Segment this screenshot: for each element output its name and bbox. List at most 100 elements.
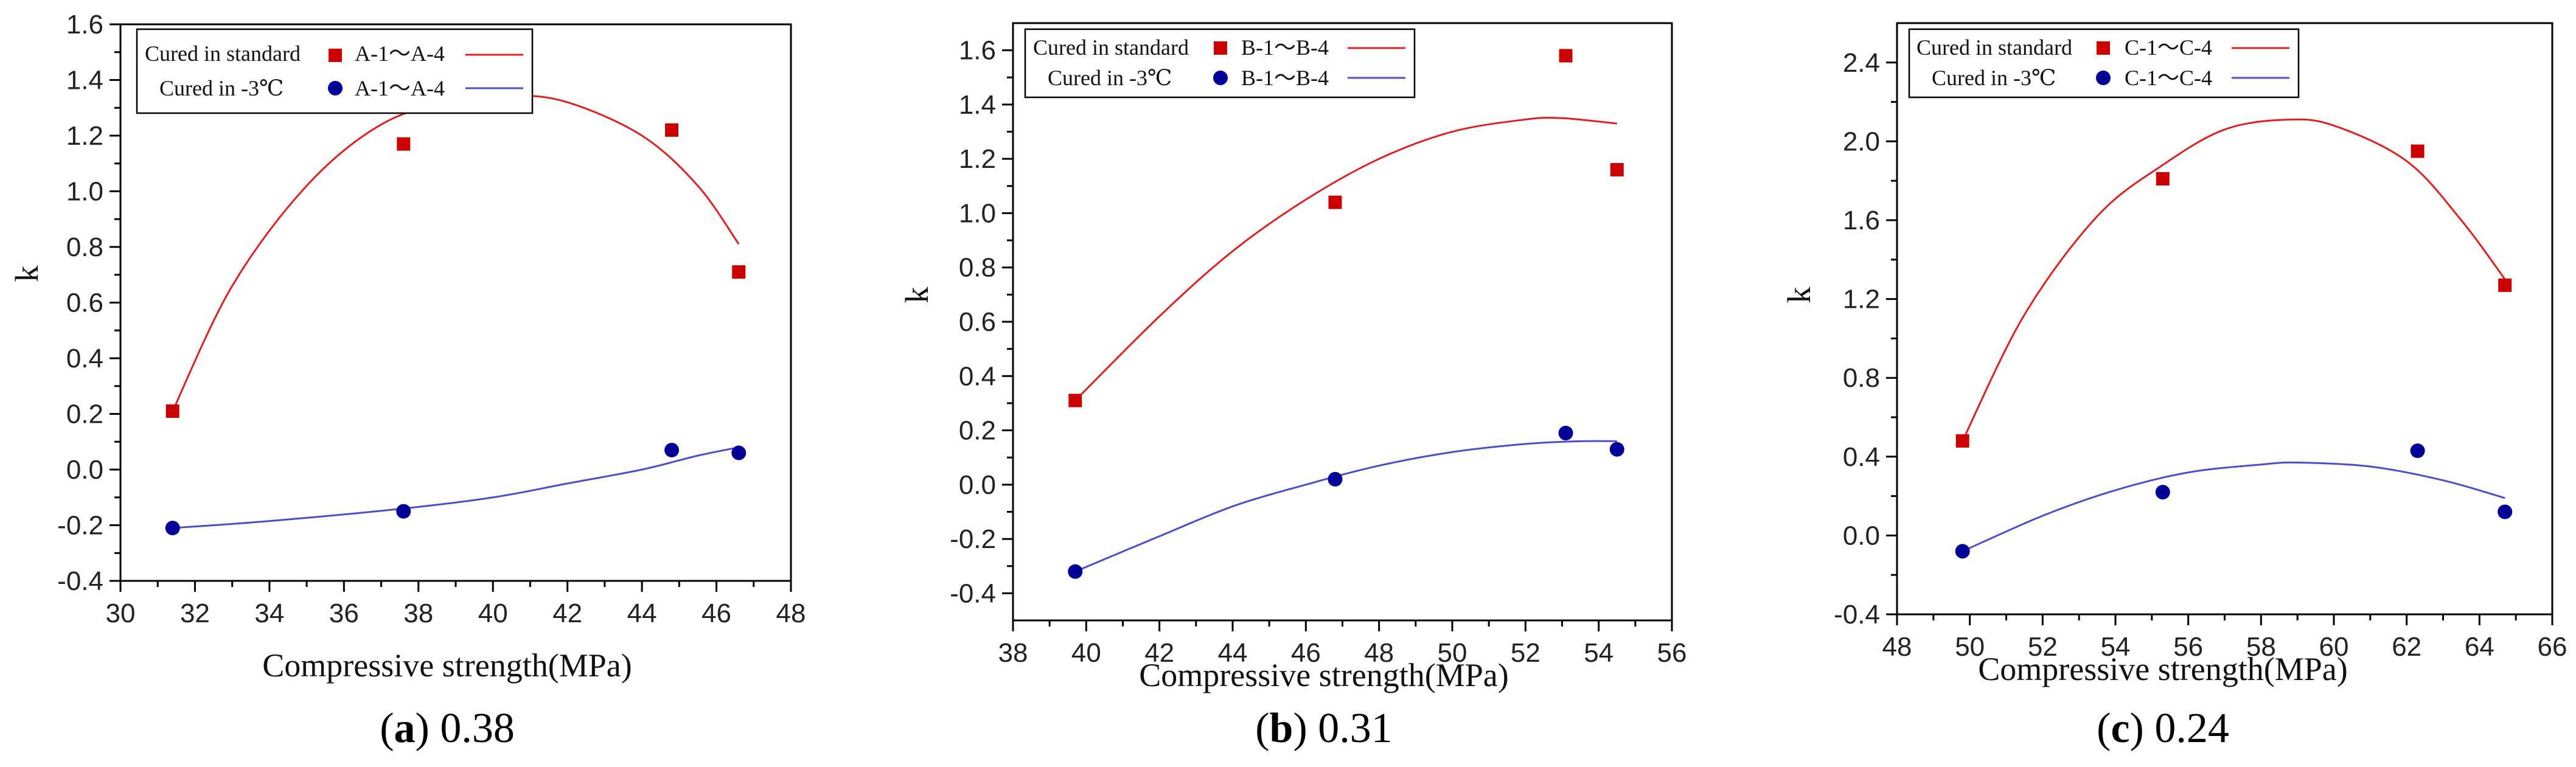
x-tick-label-a: 34 — [254, 599, 284, 628]
legend-marker-standard-a — [329, 49, 342, 62]
chart-panel-a: 30 32 34 36 38 40 42 44 46 48 -0.4 -0.2 0.0 0.2 0.4 0.… — [9, 10, 806, 752]
y-tick-label-a: 1.2 — [66, 121, 103, 151]
legend-condition-standard-c: Cured in standard — [1916, 35, 2072, 60]
y-tick-label-c: 2.0 — [1843, 127, 1880, 156]
fit-lines-c — [1962, 118, 2506, 552]
legend-marker-standard-c — [2097, 41, 2110, 55]
data-point-cold-c — [1955, 544, 1970, 559]
x-tick-label-b: 44 — [1218, 638, 1248, 668]
y-tick-label-a: 0.2 — [66, 400, 103, 429]
x-tick-label-c: 64 — [2465, 632, 2494, 662]
y-tick-label-b: 0.2 — [959, 416, 996, 446]
x-tick-label-c: 62 — [2392, 632, 2421, 662]
y-ticks-c: -0.4 0.0 0.4 0.8 1.2 1.6 2.0 2.4 — [1834, 48, 1897, 630]
x-tick-label-a: 30 — [106, 599, 136, 628]
y-axis-title-b: k — [899, 287, 935, 304]
y-tick-label-a: -0.2 — [57, 511, 103, 541]
plot-frame-b — [1012, 22, 1673, 622]
plot-frame-c — [1896, 22, 2553, 616]
legend-label-cold-a: A-1～A-4 — [355, 76, 445, 100]
data-point-standard-b — [1328, 195, 1342, 209]
y-tick-label-b: 1.2 — [959, 144, 996, 174]
fit-lines-a — [172, 94, 740, 529]
legend-label-standard-a: A-1～A-4 — [355, 41, 445, 66]
gridless-frame-b — [1012, 22, 1673, 622]
data-point-cold-a — [165, 521, 180, 536]
caption-letter-c: c — [2111, 705, 2129, 752]
x-axis-title-c: Compressive strength(MPa) — [1978, 651, 2347, 687]
caption-c: (c) 0.24 — [2097, 705, 2229, 752]
y-tick-label-c: 1.6 — [1843, 206, 1880, 235]
data-point-cold-a — [731, 445, 747, 460]
data-point-standard-b — [1610, 163, 1624, 177]
x-ticks-b: 38 40 42 44 46 48 50 52 54 56 — [998, 620, 1687, 668]
x-tick-label-c: 58 — [2246, 632, 2276, 662]
x-tick-label-a: 48 — [776, 599, 806, 628]
y-tick-label-a: 1.6 — [66, 10, 103, 40]
x-tick-label-c: 50 — [1955, 632, 1985, 662]
y-tick-label-c: 2.4 — [1843, 48, 1880, 78]
x-tick-label-b: 40 — [1071, 638, 1101, 668]
data-point-standard-b — [1068, 394, 1082, 408]
x-tick-label-b: 46 — [1291, 638, 1321, 668]
legend-marker-cold-c — [2096, 71, 2111, 85]
y-tick-label-b: 0.4 — [959, 361, 996, 391]
data-point-standard-a — [732, 265, 746, 279]
caption-a: (a) 0.38 — [380, 705, 515, 752]
y-tick-label-a: 0.0 — [66, 455, 103, 485]
caption-b: (b) 0.31 — [1255, 705, 1393, 752]
y-tick-label-a: 0.6 — [66, 288, 103, 318]
fit-curve-standard-a — [172, 94, 740, 412]
x-tick-label-a: 42 — [552, 599, 582, 628]
x-tick-label-c: 54 — [2101, 632, 2131, 662]
data-point-standard-a — [397, 137, 411, 151]
y-tick-label-b: 0.6 — [959, 307, 996, 337]
y-tick-label-b: 1.6 — [959, 36, 996, 66]
y-tick-label-b: 1.0 — [959, 198, 996, 228]
y-tick-label-b: 0.8 — [959, 253, 996, 283]
chart-panel-c: 48 50 52 54 56 58 60 62 64 66 -0.4 0.0 0.4 0.8 1.2 1.6… — [1781, 22, 2567, 752]
x-tick-label-a: 44 — [627, 599, 657, 628]
y-tick-label-c: 0.4 — [1843, 442, 1880, 472]
legend-label-cold-c: C-1～C-4 — [2125, 66, 2212, 90]
x-tick-label-a: 32 — [180, 599, 210, 628]
legend-a: Cured in standard A-1～A-4 Cured in -3℃ A… — [136, 28, 534, 114]
data-point-standard-a — [165, 404, 179, 418]
data-point-cold-c — [2410, 443, 2425, 459]
legend-condition-standard-a: Cured in standard — [145, 41, 301, 66]
fit-lines-b — [1074, 116, 1617, 573]
y-tick-label-c: -0.4 — [1834, 600, 1880, 630]
legend-condition-standard-b: Cured in standard — [1033, 35, 1189, 60]
x-tick-label-a: 40 — [478, 599, 508, 628]
x-ticks-c: 48 50 52 54 56 58 60 62 64 66 — [1882, 614, 2567, 662]
x-tick-label-c: 48 — [1882, 632, 1912, 662]
data-point-cold-c — [2498, 504, 2513, 519]
x-tick-label-b: 56 — [1657, 638, 1687, 668]
data-point-standard-c — [1955, 434, 1969, 448]
caption-letter-a: a — [394, 705, 416, 752]
caption-letter-b: b — [1270, 705, 1293, 752]
fit-curve-cold-a — [172, 446, 739, 529]
legend-c: Cured in standard C-1～C-4 Cured in -3℃ C… — [1908, 28, 2300, 99]
x-tick-label-a: 38 — [403, 599, 433, 628]
legend-condition-cold-b: Cured in -3℃ — [1048, 66, 1172, 90]
fit-curve-standard-b — [1074, 116, 1617, 401]
y-tick-label-b: -0.2 — [950, 524, 996, 554]
data-point-cold-c — [2155, 485, 2170, 500]
y-tick-label-b: 1.4 — [959, 90, 996, 120]
y-tick-label-c: 0.8 — [1843, 363, 1880, 393]
x-tick-label-a: 46 — [701, 599, 731, 628]
fit-curve-standard-c — [1962, 118, 2506, 442]
caption-value-a: 0.38 — [440, 705, 515, 752]
data-point-standard-c — [2156, 172, 2170, 186]
y-tick-label-a: 0.4 — [66, 344, 103, 373]
data-point-standard-a — [665, 123, 679, 137]
data-point-cold-b — [1558, 426, 1573, 441]
x-tick-label-b: 52 — [1511, 638, 1540, 668]
x-tick-label-b: 54 — [1584, 638, 1613, 668]
x-axis-title-b: Compressive strength(MPa) — [1139, 657, 1508, 693]
x-tick-label-b: 38 — [998, 638, 1028, 668]
data-point-standard-c — [2498, 278, 2512, 292]
data-points-c — [1955, 144, 2513, 559]
